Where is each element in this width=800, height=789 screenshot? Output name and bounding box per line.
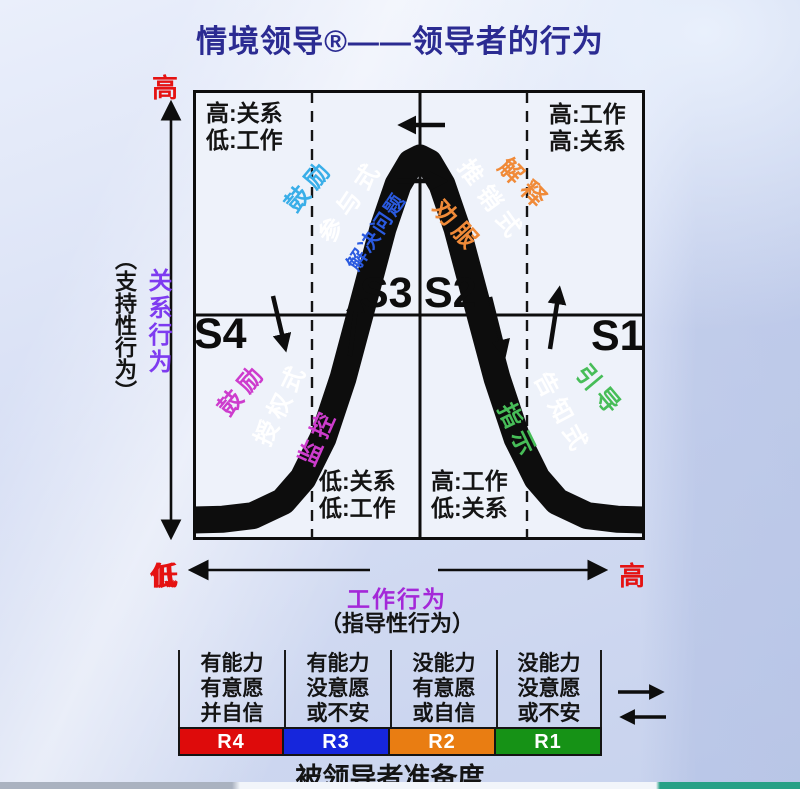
s3-up-arrow-icon <box>346 293 365 357</box>
bell-curve-road <box>193 144 645 534</box>
quadrant-note-bottom-right: 高:工作 低:关系 <box>431 468 508 522</box>
s1-label: S1 <box>591 312 644 360</box>
bottom-edge-strip <box>0 782 800 789</box>
quadrant-note-bottom-left: 低:关系 低:工作 <box>319 468 396 522</box>
quadrant-note-top-left: 高:关系 低:工作 <box>206 100 283 154</box>
x-axis-subname: （指导性行为） <box>319 611 474 636</box>
readiness-code-cell: R3 <box>284 727 390 756</box>
s1-up-arrow-icon <box>547 285 567 350</box>
y-axis-high-label: 高 <box>152 73 179 103</box>
s4-down-arrow-icon <box>270 295 292 353</box>
readiness-code-cell: R1 <box>496 727 602 756</box>
readiness-desc-cell: 没能力 没意愿 或不安 <box>496 650 602 727</box>
readiness-table: 有能力 有意愿 并自信 有能力 没意愿 或不安 没能力 有意愿 或自信 没能力 … <box>178 650 602 756</box>
y-axis-low-label: 低 <box>150 561 177 591</box>
s4-label: S4 <box>194 310 247 358</box>
x-axis-arrow <box>187 559 609 581</box>
readiness-code-cell: R4 <box>178 727 284 756</box>
quadrant-note-top-right: 高:工作 高:关系 <box>549 101 626 155</box>
y-axis-arrow <box>160 99 182 541</box>
y-axis-name: 关系行为 <box>144 268 171 376</box>
x-axis-high-label: 高 <box>619 561 646 591</box>
s3-label: S3 <box>360 269 413 317</box>
readiness-desc-row: 有能力 有意愿 并自信 有能力 没意愿 或不安 没能力 有意愿 或自信 没能力 … <box>178 650 602 727</box>
x-axis-low-label: 低 <box>152 561 179 591</box>
readiness-cycle-arrows <box>618 684 666 725</box>
readiness-desc-cell: 有能力 没意愿 或不安 <box>284 650 390 727</box>
readiness-code-cell: R2 <box>390 727 496 756</box>
s2-label: S2 <box>424 269 477 317</box>
x-axis-name: 工作行为 <box>347 586 447 612</box>
page-title: 情境领导®——领导者的行为 <box>196 24 604 59</box>
readiness-desc-cell: 没能力 有意愿 或自信 <box>390 650 496 727</box>
leadership-grid-chart <box>193 90 645 540</box>
readiness-desc-cell: 有能力 有意愿 并自信 <box>178 650 284 727</box>
y-axis-subname: （支持性行为） <box>112 248 137 402</box>
readiness-code-row: R4 R3 R2 R1 <box>178 727 602 756</box>
s2-down-arrow-icon <box>487 296 510 359</box>
